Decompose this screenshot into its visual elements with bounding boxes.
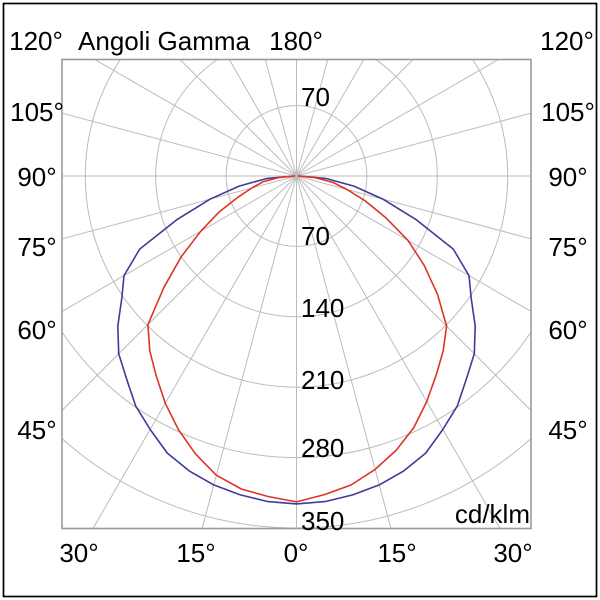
angle-gridline-30 (296, 175, 501, 529)
angle-gridline-75 (296, 175, 531, 240)
angle-gridline-150 (296, 59, 365, 177)
intensity-label-70-upper: 70 (301, 82, 330, 112)
gamma-label-bottom-right-15: 15° (377, 538, 417, 568)
curves-layer (117, 175, 477, 505)
angle-gridline-45 (296, 175, 531, 412)
gamma-label-bottom-left-30: 30° (59, 538, 99, 568)
gamma-label-left-105: 105° (10, 97, 64, 127)
angle-gridline-165 (296, 59, 329, 177)
intensity-label-280: 280 (301, 433, 345, 463)
angle-gridline-60 (296, 175, 531, 312)
photometric-curve-blue (117, 175, 477, 505)
radial-gridline-350 (62, 437, 531, 529)
angle-gridline-135 (296, 59, 414, 177)
angle-gridline-210 (228, 59, 297, 177)
photometric-curve-red (147, 175, 448, 503)
angle-gridline-300 (62, 175, 297, 312)
angle-gridline-240 (93, 59, 297, 177)
gamma-label-bottom-right-30: 30° (493, 538, 533, 568)
gamma-label-bottom-left-15: 15° (176, 538, 216, 568)
gamma-label-top-180: 180° (269, 26, 323, 56)
gamma-label-right-45: 45° (548, 415, 588, 445)
intensity-label-140: 140 (301, 293, 345, 323)
angle-gridline-105 (296, 112, 531, 177)
intensity-label-210: 210 (301, 365, 345, 395)
gamma-label-left-45: 45° (17, 415, 57, 445)
angle-gridline-315 (62, 175, 297, 412)
angle-gridline-255 (62, 112, 297, 177)
gamma-label-left-75: 75° (17, 232, 57, 262)
gamma-label-top-right-120: 120° (540, 26, 594, 56)
gamma-label-bottom-0: 0° (283, 538, 309, 568)
angle-gridline-285 (62, 175, 297, 240)
unit-label: cd/klm (454, 499, 530, 529)
plot-frame (61, 58, 532, 530)
angle-gridline-195 (264, 59, 297, 177)
intensity-label-70: 70 (301, 221, 330, 251)
angle-gridline-15 (296, 175, 392, 529)
gamma-label-right-75: 75° (548, 232, 588, 262)
angle-gridline-330 (92, 175, 297, 529)
gamma-label-right-90: 90° (548, 162, 588, 192)
angle-gridline-345 (201, 175, 297, 529)
gamma-label-left-90: 90° (17, 162, 57, 192)
intensity-label-350: 350 (301, 506, 345, 536)
gamma-label-right-60: 60° (548, 315, 588, 345)
gamma-label-top-left-120: 120° (9, 26, 63, 56)
chart-title: Angoli Gamma (78, 26, 250, 56)
angle-gridline-225 (179, 59, 297, 177)
gamma-label-left-60: 60° (17, 315, 57, 345)
gamma-label-right-105: 105° (541, 97, 595, 127)
angle-gridline-120 (296, 59, 500, 177)
